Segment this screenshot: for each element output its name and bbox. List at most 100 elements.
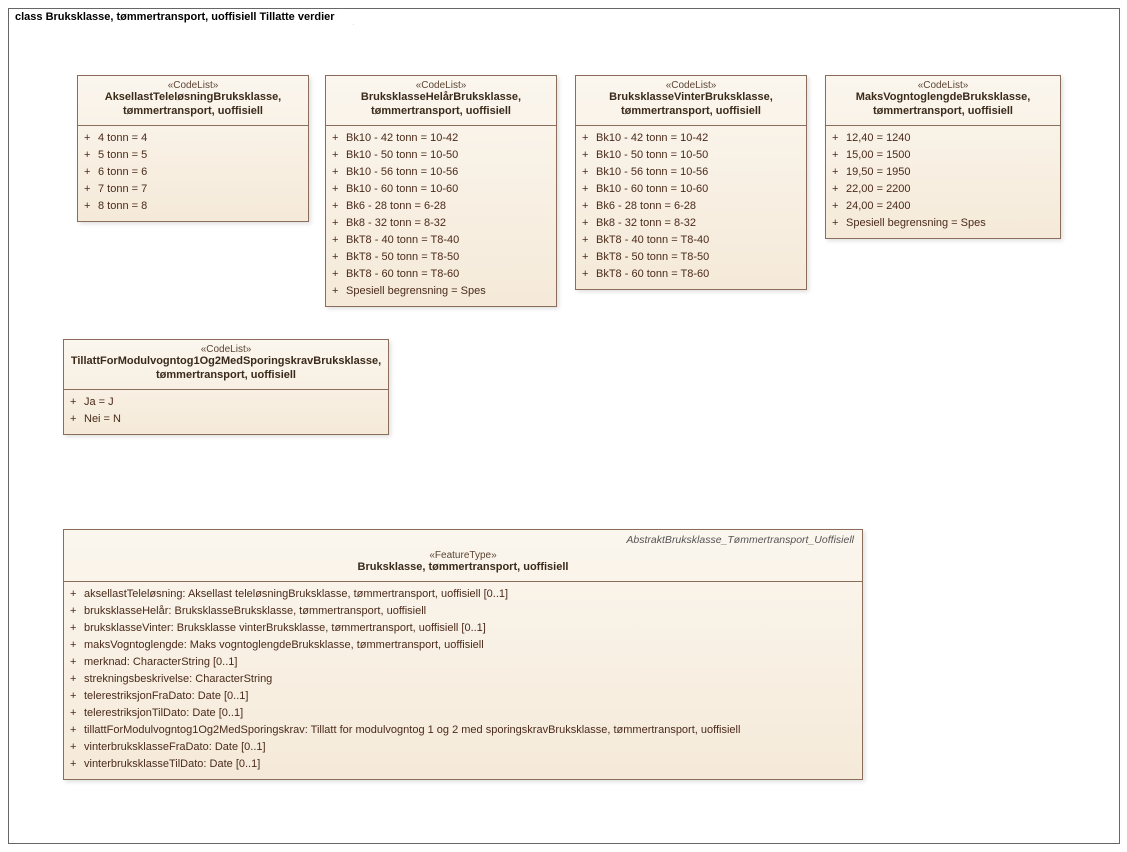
visibility-plus-icon: + <box>84 198 98 215</box>
class-name: TillattForModulvogntog1Og2MedSporingskra… <box>70 355 382 383</box>
visibility-plus-icon: + <box>832 147 846 164</box>
attribute-row: +BkT8 - 50 tonn = T8-50 <box>332 249 550 266</box>
attribute-text: Bk10 - 56 tonn = 10-56 <box>346 164 458 181</box>
visibility-plus-icon: + <box>582 181 596 198</box>
class-body: +Bk10 - 42 tonn = 10-42+Bk10 - 50 tonn =… <box>326 126 556 306</box>
class-header: «CodeList» TillattForModulvogntog1Og2Med… <box>64 340 388 390</box>
attribute-text: tillattForModulvogntog1Og2MedSporingskra… <box>84 722 740 739</box>
visibility-plus-icon: + <box>70 394 84 411</box>
attribute-text: 15,00 = 1500 <box>846 147 911 164</box>
parent-class-label: AbstraktBruksklasse_Tømmertransport_Uoff… <box>626 534 854 546</box>
class-header: AbstraktBruksklasse_Tømmertransport_Uoff… <box>64 530 862 582</box>
class-body: +Bk10 - 42 tonn = 10-42+Bk10 - 50 tonn =… <box>576 126 806 289</box>
visibility-plus-icon: + <box>70 671 84 688</box>
visibility-plus-icon: + <box>582 266 596 283</box>
attribute-row: +Bk6 - 28 tonn = 6-28 <box>582 198 800 215</box>
attribute-row: +bruksklasseHelår: BruksklasseBruksklass… <box>70 603 856 620</box>
attribute-text: Bk10 - 60 tonn = 10-60 <box>596 181 708 198</box>
attribute-row: +5 tonn = 5 <box>84 147 302 164</box>
class-name: Bruksklasse, tømmertransport, uoffisiell <box>70 561 856 575</box>
visibility-plus-icon: + <box>70 637 84 654</box>
attribute-text: bruksklasseVinter: Bruksklasse vinterBru… <box>84 620 486 637</box>
codelist-makslengde: «CodeList» MaksVogntoglengdeBruksklasse,… <box>825 75 1061 239</box>
visibility-plus-icon: + <box>70 586 84 603</box>
attribute-text: merknad: CharacterString [0..1] <box>84 654 237 671</box>
visibility-plus-icon: + <box>582 130 596 147</box>
attribute-row: +Spesiell begrensning = Spes <box>832 215 1054 232</box>
attribute-text: Bk10 - 42 tonn = 10-42 <box>596 130 708 147</box>
attribute-row: +Bk10 - 56 tonn = 10-56 <box>582 164 800 181</box>
attribute-row: +Bk8 - 32 tonn = 8-32 <box>332 215 550 232</box>
attribute-text: 8 tonn = 8 <box>98 198 147 215</box>
codelist-helar: «CodeList» BruksklasseHelårBruksklasse, … <box>325 75 557 307</box>
attribute-text: maksVogntoglengde: Maks vogntoglengdeBru… <box>84 637 484 654</box>
attribute-text: aksellastTeleløsning: Aksellast teleløsn… <box>84 586 508 603</box>
attribute-row: +Bk6 - 28 tonn = 6-28 <box>332 198 550 215</box>
visibility-plus-icon: + <box>832 164 846 181</box>
stereotype-label: «FeatureType» <box>70 550 856 561</box>
attribute-row: +4 tonn = 4 <box>84 130 302 147</box>
attribute-row: +bruksklasseVinter: Bruksklasse vinterBr… <box>70 620 856 637</box>
attribute-text: Bk10 - 50 tonn = 10-50 <box>346 147 458 164</box>
visibility-plus-icon: + <box>70 620 84 637</box>
attribute-row: +telerestriksjonTilDato: Date [0..1] <box>70 705 856 722</box>
visibility-plus-icon: + <box>332 249 346 266</box>
featuretype-bruksklasse: AbstraktBruksklasse_Tømmertransport_Uoff… <box>63 529 863 780</box>
attribute-text: Spesiell begrensning = Spes <box>846 215 986 232</box>
visibility-plus-icon: + <box>84 130 98 147</box>
attribute-text: strekningsbeskrivelse: CharacterString <box>84 671 272 688</box>
attribute-row: +24,00 = 2400 <box>832 198 1054 215</box>
attribute-row: +strekningsbeskrivelse: CharacterString <box>70 671 856 688</box>
visibility-plus-icon: + <box>84 181 98 198</box>
attribute-text: BkT8 - 50 tonn = T8-50 <box>346 249 459 266</box>
visibility-plus-icon: + <box>832 130 846 147</box>
attribute-text: 12,40 = 1240 <box>846 130 911 147</box>
attribute-text: BkT8 - 40 tonn = T8-40 <box>596 232 709 249</box>
stereotype-label: «CodeList» <box>832 80 1054 91</box>
visibility-plus-icon: + <box>84 147 98 164</box>
visibility-plus-icon: + <box>332 164 346 181</box>
attribute-row: +Bk10 - 50 tonn = 10-50 <box>582 147 800 164</box>
attribute-text: Ja = J <box>84 394 114 411</box>
visibility-plus-icon: + <box>70 654 84 671</box>
class-name: MaksVogntoglengdeBruksklasse, tømmertran… <box>832 91 1054 119</box>
attribute-row: +Bk10 - 56 tonn = 10-56 <box>332 164 550 181</box>
attribute-text: Nei = N <box>84 411 121 428</box>
visibility-plus-icon: + <box>582 232 596 249</box>
attribute-text: BkT8 - 60 tonn = T8-60 <box>596 266 709 283</box>
attribute-text: Bk8 - 32 tonn = 8-32 <box>596 215 696 232</box>
attribute-text: 19,50 = 1950 <box>846 164 911 181</box>
diagram-title: class Bruksklasse, tømmertransport, uoff… <box>8 8 354 25</box>
attribute-text: 5 tonn = 5 <box>98 147 147 164</box>
codelist-tillattmodul: «CodeList» TillattForModulvogntog1Og2Med… <box>63 339 389 435</box>
attribute-text: Bk10 - 60 tonn = 10-60 <box>346 181 458 198</box>
attribute-row: +BkT8 - 60 tonn = T8-60 <box>332 266 550 283</box>
attribute-row: +merknad: CharacterString [0..1] <box>70 654 856 671</box>
attribute-row: +8 tonn = 8 <box>84 198 302 215</box>
attribute-row: +BkT8 - 40 tonn = T8-40 <box>582 232 800 249</box>
class-body: +12,40 = 1240+15,00 = 1500+19,50 = 1950+… <box>826 126 1060 238</box>
attribute-row: +22,00 = 2200 <box>832 181 1054 198</box>
visibility-plus-icon: + <box>332 181 346 198</box>
visibility-plus-icon: + <box>582 215 596 232</box>
attribute-text: 4 tonn = 4 <box>98 130 147 147</box>
class-header: «CodeList» BruksklasseHelårBruksklasse, … <box>326 76 556 126</box>
attribute-row: +BkT8 - 50 tonn = T8-50 <box>582 249 800 266</box>
attribute-text: 24,00 = 2400 <box>846 198 911 215</box>
attribute-row: +Bk8 - 32 tonn = 8-32 <box>582 215 800 232</box>
attribute-text: bruksklasseHelår: BruksklasseBruksklasse… <box>84 603 426 620</box>
stereotype-label: «CodeList» <box>582 80 800 91</box>
class-name: AksellastTeleløsningBruksklasse, tømmert… <box>84 91 302 119</box>
attribute-text: Bk8 - 32 tonn = 8-32 <box>346 215 446 232</box>
visibility-plus-icon: + <box>332 198 346 215</box>
visibility-plus-icon: + <box>582 198 596 215</box>
visibility-plus-icon: + <box>332 266 346 283</box>
attribute-row: +15,00 = 1500 <box>832 147 1054 164</box>
attribute-row: +Spesiell begrensning = Spes <box>332 283 550 300</box>
visibility-plus-icon: + <box>70 688 84 705</box>
attribute-text: 7 tonn = 7 <box>98 181 147 198</box>
attribute-text: vinterbruksklasseFraDato: Date [0..1] <box>84 739 266 756</box>
attribute-row: +Bk10 - 42 tonn = 10-42 <box>582 130 800 147</box>
stereotype-label: «CodeList» <box>332 80 550 91</box>
class-name: BruksklasseVinterBruksklasse, tømmertran… <box>582 91 800 119</box>
